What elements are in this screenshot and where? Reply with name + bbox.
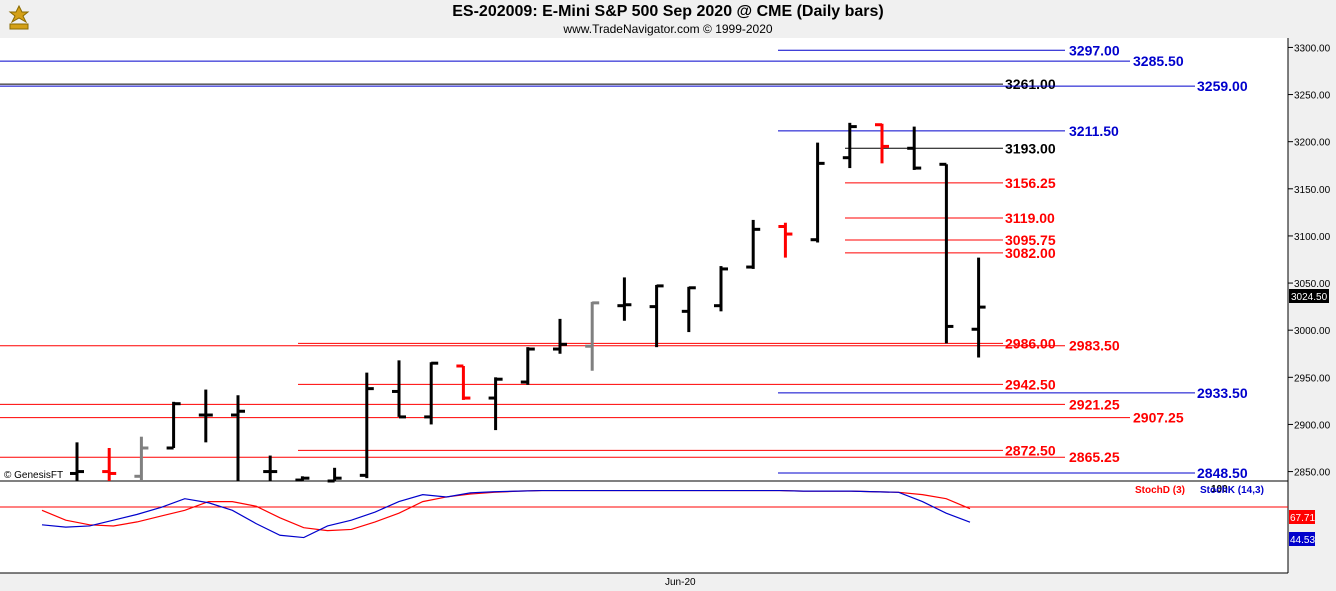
price-bar <box>424 361 439 425</box>
price-bar <box>778 222 793 258</box>
price-bar <box>875 123 889 164</box>
level-label: 3259.00 <box>1197 78 1248 94</box>
level-label: 2942.50 <box>1005 376 1056 392</box>
price-bar <box>585 301 600 371</box>
y-tick-label: 3300.00 <box>1294 43 1331 54</box>
price-bar <box>456 364 471 400</box>
level-label: 3156.25 <box>1005 175 1056 191</box>
level-label: 3193.00 <box>1005 140 1056 156</box>
plot-area <box>0 38 1288 573</box>
y-tick-label: 2900.00 <box>1294 420 1331 431</box>
stochk-legend: StochK (14,3) <box>1200 485 1264 496</box>
chart-title: ES-202009: E-Mini S&P 500 Sep 2020 @ CME… <box>452 3 884 20</box>
level-label: 2865.25 <box>1069 449 1120 465</box>
price-bar <box>971 257 986 358</box>
level-label: 3261.00 <box>1005 76 1056 92</box>
price-bar <box>134 436 149 481</box>
price-bar <box>939 162 954 344</box>
stochd-last-label: 67.71 <box>1290 513 1315 524</box>
price-bar <box>746 219 761 269</box>
price-bar <box>327 467 342 483</box>
y-tick-label: 3150.00 <box>1294 185 1331 196</box>
last-price-box <box>1289 289 1329 303</box>
watermark: © GenesisFT <box>4 470 63 481</box>
price-bar <box>166 401 181 450</box>
level-label: 2872.50 <box>1005 442 1056 458</box>
level-label: 2848.50 <box>1197 465 1248 481</box>
price-bar <box>392 360 406 419</box>
y-tick-label: 2950.00 <box>1294 373 1331 384</box>
price-bar <box>649 284 664 348</box>
stochk-last-box <box>1289 532 1315 546</box>
price-axis <box>1288 38 1336 573</box>
level-label: 3211.50 <box>1069 123 1119 139</box>
stochd-legend: StochD (3) <box>1135 485 1185 496</box>
price-bar <box>907 126 922 170</box>
y-tick-label: 3100.00 <box>1294 232 1331 243</box>
price-bar <box>263 455 278 481</box>
price-bar <box>488 377 503 431</box>
level-label: 2921.25 <box>1069 396 1120 412</box>
level-label: 3285.50 <box>1133 53 1184 69</box>
price-bar <box>617 277 632 321</box>
last-price-label: 3024.50 <box>1291 292 1328 303</box>
level-label: 3297.00 <box>1069 42 1120 58</box>
level-label: 2986.00 <box>1005 335 1056 351</box>
stochk-line <box>41 489 971 539</box>
price-bar <box>681 286 696 333</box>
price-bar <box>70 442 84 481</box>
level-label: 2933.50 <box>1197 385 1248 401</box>
y-tick-label: 3050.00 <box>1294 279 1331 290</box>
x-axis-label: Jun-20 <box>665 577 696 588</box>
price-bar <box>295 476 310 482</box>
y-tick-label: 2850.00 <box>1294 468 1331 479</box>
y-tick-label: 3200.00 <box>1294 138 1331 149</box>
level-label: 2907.25 <box>1133 410 1184 426</box>
level-label: 2983.50 <box>1069 338 1120 354</box>
price-bar <box>553 318 567 354</box>
y-tick-label: 3250.00 <box>1294 91 1331 102</box>
price-bar <box>198 389 213 443</box>
level-label: 3119.00 <box>1005 210 1055 226</box>
price-bar <box>714 266 728 312</box>
stochk-last-label: 44.53 <box>1290 535 1315 546</box>
stoch-tick-100: 100 <box>1211 484 1228 495</box>
logo-icon <box>8 4 30 30</box>
chart-subtitle: www.TradeNavigator.com © 1999-2020 <box>563 22 773 36</box>
y-tick-label: 3000.00 <box>1294 326 1331 337</box>
stochd-last-box <box>1289 510 1315 524</box>
price-bar <box>810 142 825 243</box>
level-label: 3095.75 <box>1005 232 1056 248</box>
price-bar <box>231 395 245 481</box>
level-label: 3082.00 <box>1005 245 1056 261</box>
price-bar <box>842 122 857 169</box>
price-bar <box>359 372 374 479</box>
chart-header: ES-202009: E-Mini S&P 500 Sep 2020 @ CME… <box>0 0 1336 38</box>
price-bar <box>520 347 535 385</box>
price-bar <box>102 448 117 481</box>
